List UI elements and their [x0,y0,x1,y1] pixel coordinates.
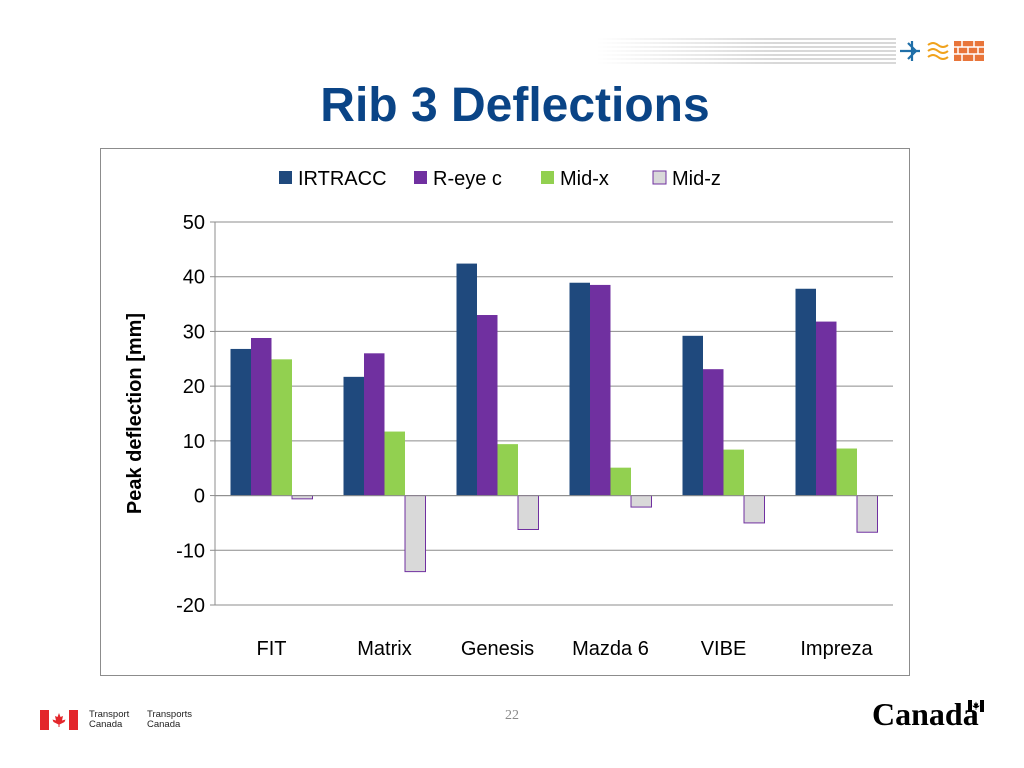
slide-title: Rib 3 Deflections [320,79,710,132]
chart-frame: 50 40 30 20 10 0 -10 -20 FIT Matrix Genesis Mazda 6… [100,148,910,676]
bar-irtracc-fit [230,348,251,496]
y-tick-label: 50 [183,212,205,234]
y-tick-label: 40 [183,267,205,289]
legend-swatch [414,171,427,184]
bar-r-eye-c-matrix [364,353,385,496]
x-tick-label: VIBE [701,638,747,660]
bar-irtracc-impreza [795,288,816,496]
bar-r-eye-c-vibe [703,369,724,496]
y-tick-label: 0 [194,486,205,508]
bar-chart: 50 40 30 20 10 0 -10 -20 FIT Matrix Genesis Mazda 6… [124,168,893,660]
bar-mid-x-impreza [836,448,857,496]
header-decoration-stripes [596,38,896,64]
legend-swatch [541,171,554,184]
bar-mid-z-vibe [743,495,765,524]
department-fr-line1: Transports [147,709,193,720]
bar-mid-x-mazda-6 [610,467,631,496]
bar-irtracc-matrix [343,376,364,496]
department-name-fr: Transports Canada [147,710,192,730]
legend-label: R-eye c [433,168,502,190]
bar-r-eye-c-mazda-6 [590,284,611,496]
bar-mid-z-impreza [856,495,878,533]
bar-mid-z-mazda-6 [630,495,652,508]
canada-flag-icon [968,700,984,712]
canada-wordmark: Canada [872,696,979,732]
department-en-line1: Transport [89,709,130,720]
bar-irtracc-mazda-6 [569,282,590,496]
bar-mid-x-fit [271,359,292,496]
department-name-en: Transport Canada [89,710,129,730]
department-en-line2: Canada [89,719,123,730]
legend-swatch [652,170,667,185]
y-tick-label: 10 [183,431,205,453]
x-tick-label: FIT [257,638,287,660]
bar-r-eye-c-fit [251,337,272,496]
y-tick-label: -10 [176,540,205,562]
bar-irtracc-vibe [682,335,703,496]
y-axis-label: Peak deflection [mm] [124,313,146,514]
x-tick-label: Mazda 6 [572,638,649,660]
legend-swatch [279,171,292,184]
legend-label: Mid-x [560,168,609,190]
x-tick-label: Matrix [357,638,411,660]
bar-mid-z-matrix [404,495,426,573]
y-tick-label: 30 [183,321,205,343]
bar-r-eye-c-impreza [816,321,837,496]
x-tick-label: Impreza [800,638,873,660]
department-fr-line2: Canada [147,719,181,730]
bar-irtracc-genesis [456,263,477,496]
bar-mid-z-genesis [517,495,539,530]
bar-r-eye-c-genesis [477,315,498,496]
y-tick-label: -20 [176,595,205,617]
legend-label: Mid-z [672,168,721,190]
bar-mid-x-vibe [723,449,744,496]
legend-label: IRTRACC [298,168,387,190]
x-tick-label: Genesis [461,638,534,660]
canada-flag-icon [40,710,78,730]
y-tick-label: 20 [183,376,205,398]
page-number: 22 [505,708,519,723]
bar-mid-x-genesis [497,444,518,496]
transport-modes-logo-icon [900,41,984,61]
bar-mid-x-matrix [384,431,405,496]
